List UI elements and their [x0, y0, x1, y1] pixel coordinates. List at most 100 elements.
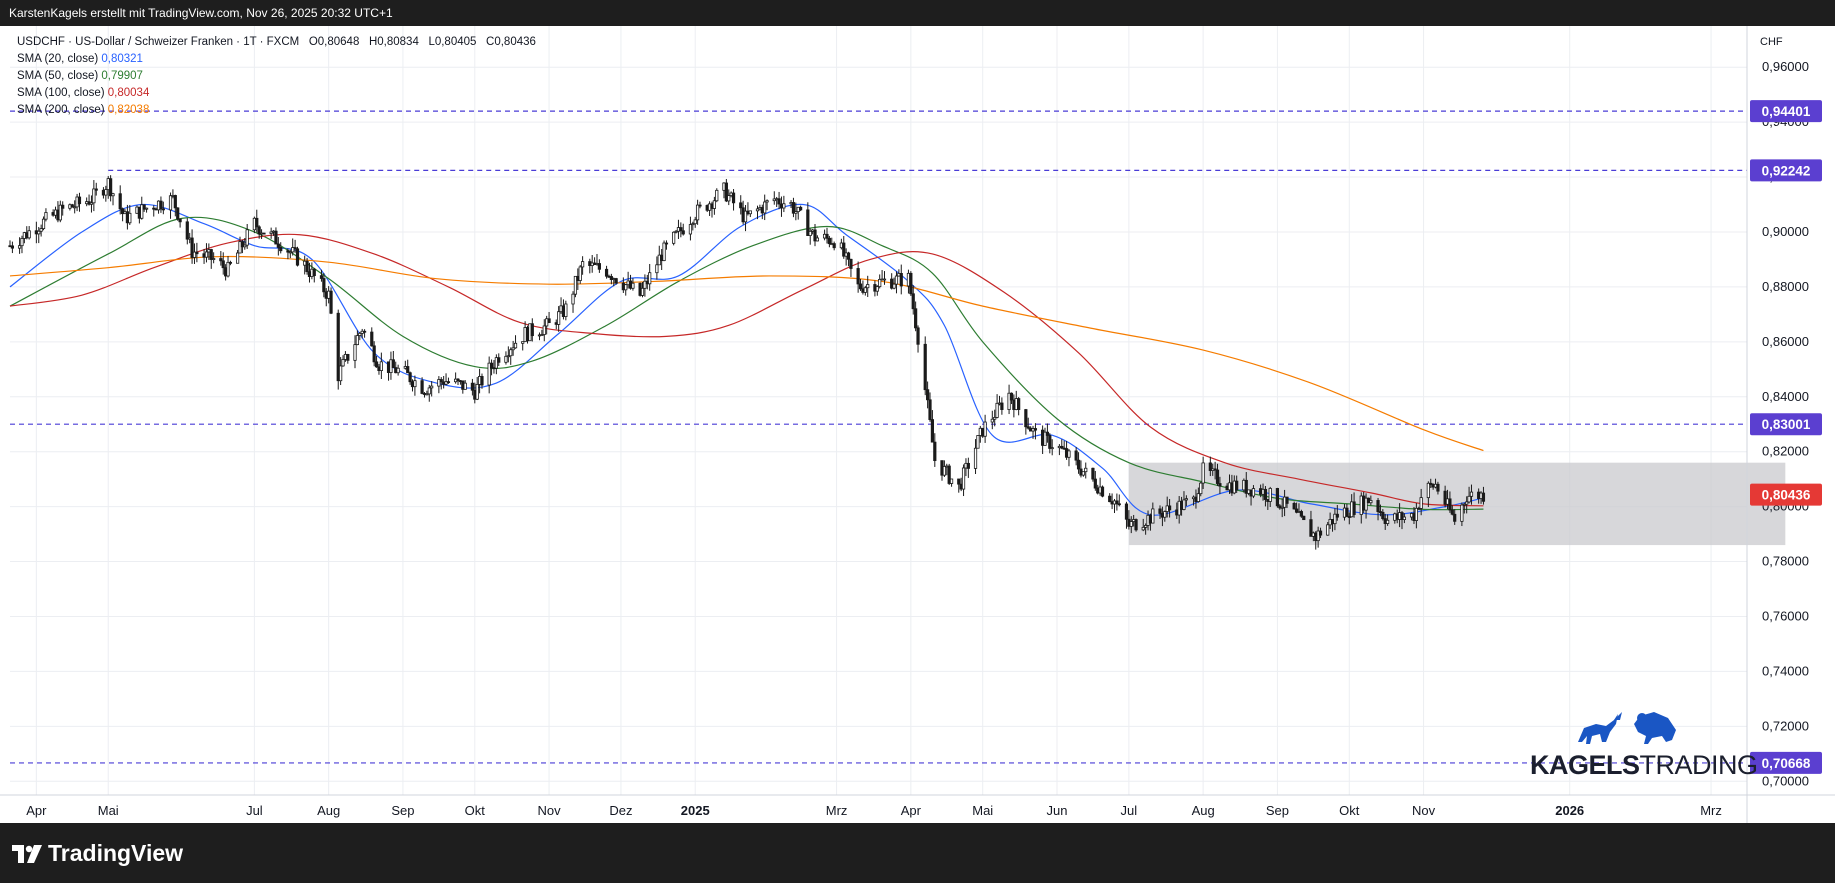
- candle-up: [212, 258, 216, 260]
- level-badge: [1750, 159, 1822, 182]
- candle-down: [1213, 468, 1217, 471]
- sma-line: [9, 233, 1484, 507]
- candle-up: [128, 212, 132, 224]
- candle-down: [1048, 435, 1052, 449]
- candle-up: [20, 238, 24, 247]
- x-tick-label: Mrz: [826, 803, 848, 818]
- candle-up: [976, 435, 980, 449]
- candle-down: [279, 246, 283, 252]
- indicator-sma200[interactable]: SMA (200, close) 0,82038: [17, 104, 150, 116]
- candle-down: [1292, 503, 1296, 510]
- candle-up: [866, 284, 870, 289]
- candle-up: [475, 383, 479, 400]
- candle-up: [37, 230, 41, 235]
- candle-up: [226, 261, 230, 277]
- candle-down: [614, 278, 618, 284]
- candle-up: [696, 204, 700, 221]
- candle-down: [911, 293, 915, 310]
- tradingview-logo[interactable]: TradingView: [12, 840, 183, 867]
- level-badge-label: 0,83001: [1762, 417, 1811, 432]
- candle-up: [358, 332, 362, 336]
- candle-down: [195, 251, 199, 255]
- candle-up: [1129, 521, 1133, 527]
- candle-down: [1448, 498, 1452, 511]
- candle-up: [571, 293, 575, 305]
- candle-up: [341, 359, 345, 367]
- chart-frame[interactable]: 0,960000,940000,920000,900000,880000,860…: [0, 26, 1835, 823]
- candle-down: [274, 230, 278, 245]
- candle-down: [185, 221, 189, 240]
- candle-up: [540, 334, 544, 336]
- x-tick-label: Okt: [1339, 803, 1360, 818]
- candle-down: [94, 188, 98, 191]
- candle-up: [89, 202, 94, 205]
- candle-down: [930, 419, 935, 443]
- candle-up: [111, 193, 115, 197]
- candle-down: [1235, 480, 1239, 491]
- candle-down: [240, 241, 244, 248]
- kagels-watermark: KAGELSTRADING: [1530, 706, 1758, 796]
- candle-down: [604, 268, 609, 277]
- y-tick-label: 0,90000: [1762, 224, 1809, 239]
- candle-down: [456, 378, 460, 382]
- y-tick-label: 0,96000: [1762, 59, 1809, 74]
- candle-down: [1302, 515, 1306, 521]
- x-tick-label: Sep: [1266, 803, 1289, 818]
- candle-up: [17, 245, 22, 249]
- candle-up: [511, 347, 515, 351]
- candle-down: [1000, 402, 1004, 410]
- candle-down: [928, 399, 932, 420]
- candle-down: [142, 204, 146, 210]
- candle-down: [957, 478, 961, 485]
- candle-up: [782, 203, 786, 209]
- candle-down: [1076, 459, 1081, 470]
- candle-down: [161, 208, 165, 211]
- candle-up: [815, 237, 820, 242]
- candle-up: [631, 282, 635, 289]
- candle-up: [564, 303, 568, 317]
- candle-down: [346, 353, 350, 361]
- candle-up: [140, 204, 144, 219]
- candle-down: [731, 192, 736, 204]
- time-axis[interactable]: Apr Mai Jul Aug Sep Okt Nov Dez 2025 Mrz Apr Mai Jun…: [0, 794, 1835, 818]
- candle-up: [693, 219, 697, 225]
- candle-up: [353, 344, 357, 361]
- candle-up: [506, 355, 510, 358]
- y-tick-label: 0,76000: [1762, 608, 1809, 623]
- candle-down: [1352, 501, 1356, 515]
- y-tick-label: 0,84000: [1762, 389, 1809, 404]
- candle-up: [1196, 493, 1200, 502]
- kagels-wordmark: KAGELSTRADING: [1530, 750, 1758, 780]
- candle-down: [372, 345, 376, 363]
- indicator-sma20[interactable]: SMA (20, close) 0,80321: [17, 53, 143, 65]
- candle-up: [674, 230, 678, 233]
- legend[interactable]: USDCHF · US-Dollar / Schweizer Franken ·…: [17, 34, 536, 119]
- candle-down: [420, 380, 424, 394]
- candle-down: [724, 182, 728, 202]
- candle-up: [748, 210, 752, 215]
- candle-down: [890, 278, 894, 289]
- chart-canvas[interactable]: 0,960000,940000,920000,900000,880000,860…: [0, 26, 1835, 823]
- candle-down: [947, 465, 951, 484]
- x-tick-label: 2026: [1555, 803, 1584, 818]
- candle-down: [825, 233, 829, 239]
- candle-down: [1275, 488, 1280, 507]
- candle-up: [1467, 495, 1471, 503]
- candle-up: [1462, 503, 1466, 506]
- candle-down: [276, 243, 280, 248]
- level-badge: [1750, 413, 1822, 436]
- candle-up: [355, 335, 360, 346]
- candle-up: [808, 230, 812, 236]
- ohlc-close: C0,80436: [486, 36, 536, 48]
- indicator-sma100[interactable]: SMA (100, close) 0,80034: [17, 87, 150, 99]
- candle-down: [178, 218, 182, 223]
- indicator-sma50[interactable]: SMA (50, close) 0,79907: [17, 70, 143, 82]
- publisher-bar: KarstenKagels erstellt mit TradingView.c…: [0, 0, 1835, 26]
- candle-down: [1335, 513, 1339, 518]
- symbol-row[interactable]: USDCHF · US-Dollar / Schweizer Franken ·…: [17, 34, 536, 51]
- candle-down: [293, 247, 297, 250]
- footer: TradingView: [0, 823, 1835, 883]
- candle-up: [578, 266, 582, 281]
- candle-down: [1009, 392, 1014, 401]
- candle-down: [1215, 469, 1220, 484]
